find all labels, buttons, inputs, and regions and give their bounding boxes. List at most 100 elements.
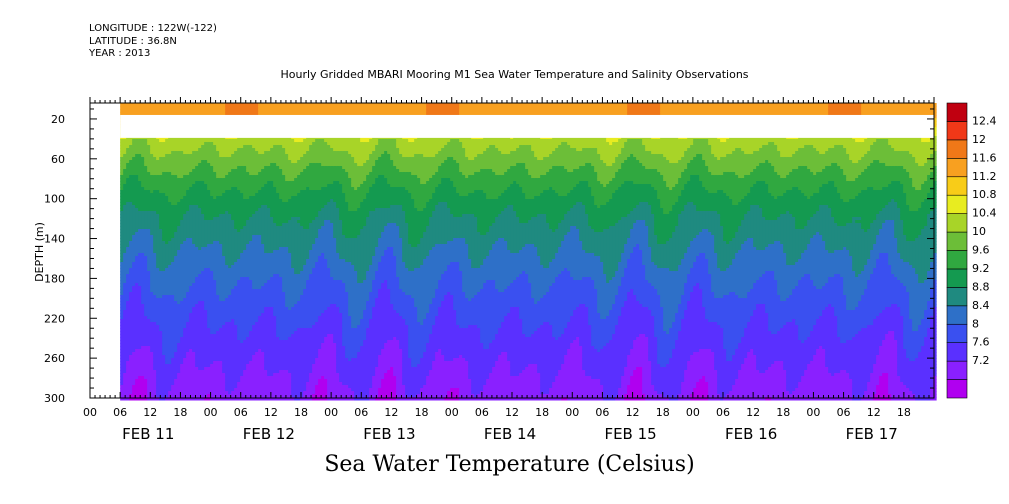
heatmap-cell bbox=[165, 103, 169, 107]
heatmap-cell bbox=[141, 262, 145, 266]
heatmap-cell bbox=[177, 289, 181, 293]
heatmap-cell bbox=[252, 319, 256, 323]
heatmap-cell bbox=[201, 337, 205, 341]
heatmap-cell bbox=[180, 142, 184, 146]
heatmap-cell bbox=[216, 295, 220, 299]
heatmap-cell bbox=[159, 343, 163, 347]
heatmap-cell bbox=[138, 316, 142, 320]
heatmap-cell bbox=[219, 160, 223, 164]
heatmap-cell bbox=[186, 145, 190, 149]
heatmap-cell bbox=[138, 337, 142, 341]
heatmap-cell bbox=[252, 154, 256, 158]
heatmap-cell bbox=[171, 172, 175, 176]
heatmap-cell bbox=[159, 160, 163, 164]
heatmap-cell bbox=[207, 148, 211, 152]
heatmap-cell bbox=[270, 154, 274, 158]
heatmap-cell bbox=[144, 343, 148, 347]
heatmap-cell bbox=[222, 187, 226, 191]
heatmap-cell bbox=[255, 208, 259, 212]
heatmap-cell bbox=[186, 289, 190, 293]
heatmap-cell bbox=[189, 241, 193, 245]
heatmap-cell bbox=[270, 211, 274, 215]
heatmap-cell bbox=[189, 211, 193, 215]
heatmap-cell bbox=[228, 337, 232, 341]
heatmap-cell bbox=[141, 331, 145, 335]
heatmap-cell bbox=[177, 199, 181, 203]
heatmap-cell bbox=[186, 103, 190, 107]
heatmap-cell bbox=[201, 229, 205, 233]
heatmap-cell bbox=[135, 265, 139, 269]
heatmap-cell bbox=[165, 325, 169, 329]
heatmap-cell bbox=[243, 157, 247, 161]
heatmap-cell bbox=[123, 322, 127, 326]
heatmap-cell bbox=[192, 322, 196, 326]
heatmap-cell bbox=[129, 244, 133, 248]
heatmap-cell bbox=[135, 103, 139, 107]
heatmap-cell bbox=[219, 340, 223, 344]
heatmap-cell bbox=[228, 199, 232, 203]
heatmap-cell bbox=[252, 355, 256, 359]
heatmap-cell bbox=[255, 328, 259, 332]
heatmap-cell bbox=[234, 286, 238, 290]
heatmap-cell bbox=[219, 259, 223, 263]
heatmap-cell bbox=[141, 382, 145, 386]
heatmap-cell bbox=[246, 292, 250, 296]
heatmap-cell bbox=[228, 301, 232, 305]
heatmap-cell bbox=[228, 196, 232, 200]
heatmap-cell bbox=[195, 226, 199, 230]
heatmap-cell bbox=[210, 226, 214, 230]
heatmap-cell bbox=[207, 334, 211, 338]
heatmap-cell bbox=[207, 289, 211, 293]
heatmap-cell bbox=[171, 397, 175, 401]
heatmap-cell bbox=[237, 193, 241, 197]
heatmap-cell bbox=[219, 187, 223, 191]
heatmap-cell bbox=[219, 229, 223, 233]
heatmap-cell bbox=[234, 391, 238, 395]
heatmap-cell bbox=[186, 181, 190, 185]
heatmap-cell bbox=[195, 139, 199, 143]
heatmap-cell bbox=[219, 367, 223, 371]
heatmap-cell bbox=[189, 196, 193, 200]
heatmap-cell bbox=[168, 385, 172, 389]
heatmap-cell bbox=[243, 316, 247, 320]
heatmap-cell bbox=[240, 190, 244, 194]
heatmap-cell bbox=[135, 193, 139, 197]
heatmap-cell bbox=[189, 352, 193, 356]
heatmap-cell bbox=[201, 310, 205, 314]
heatmap-cell bbox=[246, 154, 250, 158]
heatmap-cell bbox=[219, 304, 223, 308]
heatmap-cell bbox=[249, 169, 253, 173]
heatmap-cell bbox=[174, 187, 178, 191]
heatmap-cell bbox=[141, 256, 145, 260]
heatmap-cell bbox=[156, 397, 160, 401]
heatmap-cell bbox=[246, 202, 250, 206]
heatmap-cell bbox=[147, 226, 151, 230]
heatmap-cell bbox=[180, 112, 184, 116]
heatmap-cell bbox=[150, 286, 154, 290]
heatmap-cell bbox=[198, 364, 202, 368]
heatmap-cell bbox=[123, 169, 127, 173]
heatmap-cell bbox=[186, 352, 190, 356]
heatmap-cell bbox=[120, 199, 124, 203]
heatmap-cell bbox=[210, 178, 214, 182]
heatmap-cell bbox=[120, 163, 124, 167]
heatmap-cell bbox=[234, 340, 238, 344]
heatmap-cell bbox=[264, 232, 268, 236]
heatmap-cell bbox=[144, 379, 148, 383]
heatmap-cell bbox=[207, 307, 211, 311]
heatmap-cell bbox=[168, 112, 172, 116]
heatmap-cell bbox=[162, 346, 166, 350]
heatmap-cell bbox=[165, 244, 169, 248]
heatmap-cell bbox=[192, 253, 196, 257]
heatmap-cell bbox=[120, 142, 124, 146]
heatmap-cell bbox=[177, 349, 181, 353]
heatmap-cell bbox=[225, 361, 229, 365]
heatmap-cell bbox=[210, 280, 214, 284]
heatmap-cell bbox=[267, 235, 271, 239]
heatmap-cell bbox=[147, 370, 151, 374]
heatmap-cell bbox=[225, 148, 229, 152]
heatmap-cell bbox=[270, 112, 274, 116]
heatmap-cell bbox=[174, 373, 178, 377]
heatmap-cell bbox=[156, 373, 160, 377]
heatmap-cell bbox=[258, 385, 262, 389]
